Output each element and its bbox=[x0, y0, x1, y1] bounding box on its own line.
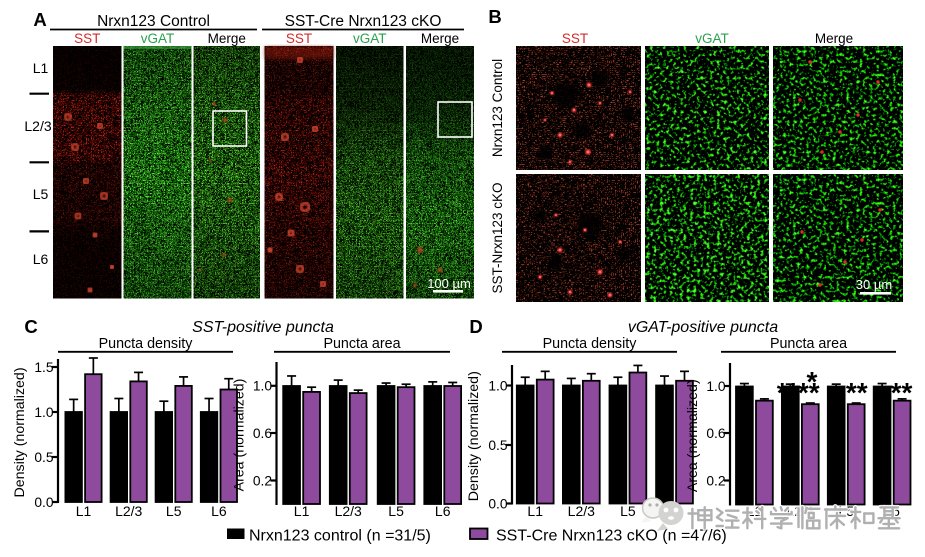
svg-text:Nrxn123 control (n =31/5): Nrxn123 control (n =31/5) bbox=[249, 528, 431, 545]
svg-text:Merge: Merge bbox=[421, 31, 459, 46]
svg-text:vGAT: vGAT bbox=[695, 31, 729, 46]
svg-text:1.0: 1.0 bbox=[253, 379, 273, 394]
svg-text:**: ** bbox=[798, 377, 820, 408]
svg-text:30 µm: 30 µm bbox=[856, 277, 892, 292]
svg-text:L1: L1 bbox=[527, 503, 543, 519]
svg-text:L5: L5 bbox=[620, 503, 636, 519]
svg-text:0.5: 0.5 bbox=[488, 438, 508, 453]
svg-text:SST-Cre Nrxn123 cKO (n =47/6): SST-Cre Nrxn123 cKO (n =47/6) bbox=[496, 528, 727, 545]
svg-text:**: ** bbox=[777, 377, 799, 408]
svg-text:1.0: 1.0 bbox=[488, 378, 508, 393]
svg-text:Puncta density: Puncta density bbox=[543, 336, 638, 352]
svg-text:Area (normalized): Area (normalized) bbox=[685, 379, 701, 492]
svg-text:L5: L5 bbox=[388, 503, 404, 519]
svg-text:Merge: Merge bbox=[815, 31, 853, 46]
svg-text:*: * bbox=[807, 366, 818, 397]
svg-text:L6: L6 bbox=[435, 503, 451, 519]
svg-text:L1: L1 bbox=[294, 503, 310, 519]
svg-text:**: ** bbox=[891, 377, 913, 408]
svg-text:Puncta area: Puncta area bbox=[323, 336, 400, 352]
svg-text:0.6: 0.6 bbox=[706, 426, 726, 441]
svg-text:L6: L6 bbox=[33, 251, 49, 267]
svg-text:L2/3: L2/3 bbox=[335, 503, 362, 519]
svg-text:SST-Cre Nrxn123 cKO: SST-Cre Nrxn123 cKO bbox=[285, 13, 442, 30]
svg-text:Puncta density: Puncta density bbox=[99, 336, 194, 352]
svg-text:0.5: 0.5 bbox=[34, 450, 54, 465]
svg-text:SST-positive puncta: SST-positive puncta bbox=[192, 319, 334, 336]
svg-text:L2/3: L2/3 bbox=[24, 118, 51, 134]
svg-text:Area (normalized): Area (normalized) bbox=[232, 379, 248, 492]
svg-text:L1: L1 bbox=[33, 60, 49, 76]
svg-text:Merge: Merge bbox=[208, 31, 246, 46]
svg-text:SST: SST bbox=[562, 31, 588, 46]
svg-text:L2/3: L2/3 bbox=[115, 503, 142, 519]
svg-text:0.2: 0.2 bbox=[253, 473, 272, 488]
svg-text:100 µm: 100 µm bbox=[427, 276, 471, 291]
svg-text:SST: SST bbox=[74, 31, 100, 46]
svg-text:D: D bbox=[469, 316, 482, 337]
svg-text:1.5: 1.5 bbox=[34, 360, 54, 375]
svg-text:SST-Nrxn123 cKO: SST-Nrxn123 cKO bbox=[490, 182, 505, 293]
svg-text:B: B bbox=[488, 6, 501, 27]
svg-text:0.0: 0.0 bbox=[34, 495, 54, 510]
svg-text:L2/3: L2/3 bbox=[568, 503, 595, 519]
svg-text:vGAT-positive puncta: vGAT-positive puncta bbox=[628, 319, 778, 336]
svg-text:1.0: 1.0 bbox=[34, 405, 54, 420]
svg-text:L6: L6 bbox=[211, 503, 227, 519]
svg-text:Nrxn123 Control: Nrxn123 Control bbox=[97, 13, 210, 30]
svg-text:L5: L5 bbox=[166, 503, 182, 519]
svg-text:1.0: 1.0 bbox=[706, 379, 726, 394]
svg-text:SST: SST bbox=[286, 31, 312, 46]
svg-text:Density (normalized): Density (normalized) bbox=[12, 367, 28, 497]
svg-text:Density (normalized): Density (normalized) bbox=[466, 371, 482, 501]
svg-text:0.6: 0.6 bbox=[253, 426, 273, 441]
svg-text:vGAT: vGAT bbox=[141, 31, 175, 46]
svg-text:0.2: 0.2 bbox=[706, 473, 725, 488]
svg-text:A: A bbox=[33, 9, 46, 30]
svg-text:0.0: 0.0 bbox=[488, 496, 508, 511]
svg-text:Puncta area: Puncta area bbox=[770, 336, 847, 352]
svg-text:L1: L1 bbox=[76, 503, 92, 519]
svg-text:**: ** bbox=[846, 377, 868, 408]
svg-text:L5: L5 bbox=[33, 186, 49, 202]
svg-text:C: C bbox=[24, 316, 37, 337]
svg-text:Nrxn123 Control: Nrxn123 Control bbox=[490, 59, 505, 157]
svg-text:vGAT: vGAT bbox=[353, 31, 387, 46]
